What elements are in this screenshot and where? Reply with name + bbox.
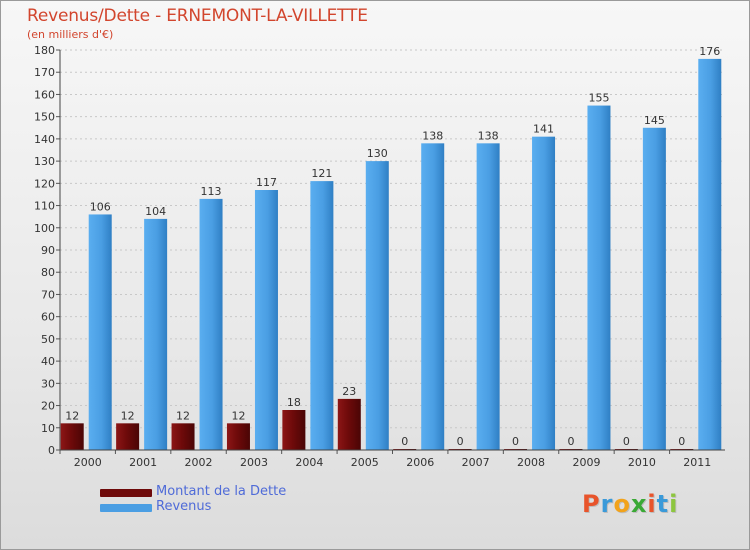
bar-revenus — [144, 218, 168, 450]
data-label-revenus: 121 — [311, 167, 332, 180]
y-tick-label: 10 — [41, 422, 55, 435]
bar-dette — [226, 423, 250, 450]
bar-dette — [116, 423, 140, 450]
y-tick-label: 0 — [48, 444, 55, 457]
x-tick-label: 2000 — [74, 456, 102, 469]
y-tick-label: 160 — [34, 88, 55, 101]
bar-revenus — [532, 136, 556, 450]
data-label-revenus: 117 — [256, 176, 277, 189]
y-tick-label: 80 — [41, 266, 55, 279]
data-label-dette: 0 — [623, 435, 630, 448]
logo-letter: t — [656, 490, 670, 518]
data-label-revenus: 155 — [588, 92, 609, 105]
legend-swatch-revenus — [100, 504, 152, 512]
data-label-dette: 12 — [65, 409, 79, 422]
legend-swatch-debt — [100, 489, 152, 497]
data-label-revenus: 113 — [201, 185, 222, 198]
y-tick-label: 140 — [34, 133, 55, 146]
y-tick-label: 40 — [41, 355, 55, 368]
data-label-revenus: 141 — [533, 123, 554, 136]
y-tick-label: 180 — [34, 44, 55, 57]
x-tick-label: 2002 — [185, 456, 213, 469]
y-tick-label: 20 — [41, 400, 55, 413]
bar-dette — [171, 423, 195, 450]
x-tick-label: 2009 — [572, 456, 600, 469]
logo-letter: i — [669, 490, 679, 518]
y-tick-label: 170 — [34, 66, 55, 79]
y-tick-label: 50 — [41, 333, 55, 346]
axis-layer: 0102030405060708090100110120130140150160… — [34, 44, 725, 469]
x-tick-label: 2007 — [462, 456, 490, 469]
bar-dette — [60, 423, 84, 450]
bar-dette — [337, 398, 361, 450]
data-label-revenus: 138 — [422, 129, 443, 142]
bar-revenus — [587, 105, 611, 451]
data-label-revenus: 138 — [478, 129, 499, 142]
legend-label-revenus: Revenus — [156, 499, 212, 514]
y-tick-label: 120 — [34, 177, 55, 190]
bar-revenus — [365, 161, 389, 450]
x-tick-label: 2008 — [517, 456, 545, 469]
data-label-dette: 0 — [678, 435, 685, 448]
y-tick-label: 90 — [41, 244, 55, 257]
bar-revenus — [476, 143, 500, 451]
y-tick-label: 60 — [41, 311, 55, 324]
bar-revenus — [254, 190, 278, 450]
y-tick-label: 30 — [41, 377, 55, 390]
y-tick-label: 150 — [34, 111, 55, 124]
grid-layer — [60, 49, 725, 451]
bar-revenus — [199, 198, 223, 450]
data-label-revenus: 106 — [90, 200, 111, 213]
y-tick-label: 110 — [34, 200, 55, 213]
data-label-revenus: 130 — [367, 147, 388, 160]
chart-subtitle: (en milliers d'€) — [27, 28, 114, 41]
x-tick-label: 2010 — [628, 456, 656, 469]
data-label-revenus: 145 — [644, 114, 665, 127]
x-tick-label: 2005 — [351, 456, 379, 469]
x-tick-label: 2001 — [129, 456, 157, 469]
data-label-dette: 0 — [567, 435, 574, 448]
logo-letter: r — [600, 490, 614, 518]
data-label-dette: 12 — [176, 409, 190, 422]
y-tick-label: 100 — [34, 222, 55, 235]
chart-title: Revenus/Dette - ERNEMONT-LA-VILLETTE — [27, 6, 368, 26]
bar-revenus — [88, 214, 112, 450]
y-tick-label: 130 — [34, 155, 55, 168]
x-tick-label: 2004 — [295, 456, 323, 469]
data-label-dette: 0 — [401, 435, 408, 448]
bar-revenus — [310, 181, 334, 450]
logo-letter: P — [582, 490, 601, 518]
bar-revenus — [421, 143, 445, 451]
data-label-dette: 12 — [121, 409, 135, 422]
x-tick-label: 2006 — [406, 456, 434, 469]
logo-letter: x — [630, 490, 648, 518]
x-tick-label: 2011 — [683, 456, 711, 469]
logo-letter: o — [613, 490, 631, 518]
data-label-dette: 0 — [457, 435, 464, 448]
legend-label-debt: Montant de la Dette — [156, 484, 287, 499]
bar-revenus — [698, 58, 722, 451]
label-layer: 12 106 12 104 12 113 12 117 18 121 23 130 0 138 0 138 0 1… — [65, 45, 720, 448]
data-label-dette: 12 — [231, 409, 245, 422]
data-label-dette: 0 — [512, 435, 519, 448]
logo-letter: i — [647, 490, 657, 518]
bar-revenus — [642, 127, 666, 451]
data-label-dette: 18 — [287, 396, 301, 409]
data-label-revenus: 104 — [145, 205, 166, 218]
bar-layer — [60, 58, 722, 451]
x-tick-label: 2003 — [240, 456, 268, 469]
bar-dette — [282, 410, 306, 450]
data-label-dette: 23 — [342, 385, 356, 398]
y-tick-label: 70 — [41, 288, 55, 301]
data-label-revenus: 176 — [699, 45, 720, 58]
proxiti-logo: Proxiti — [582, 490, 678, 518]
